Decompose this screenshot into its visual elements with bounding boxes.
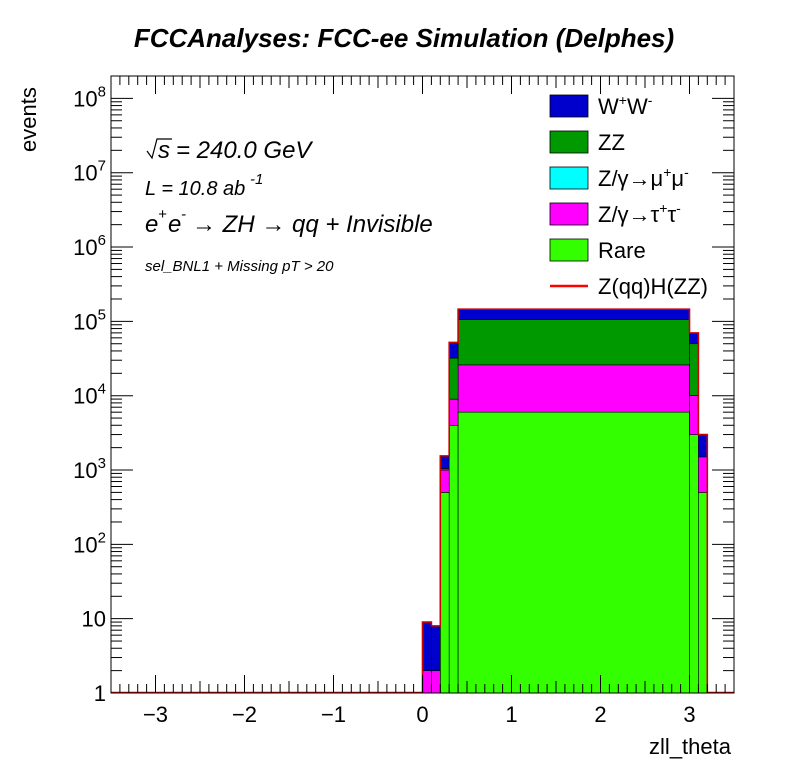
bar-segment-3-3 [448,357,459,400]
legend-color-swatch [549,130,589,154]
y-tick-label: 106 [73,232,106,260]
bar-segment-4-6 [698,434,708,458]
bar-segment-4-1 [431,625,441,671]
histogram-outline [111,308,734,694]
legend-color-swatch [549,238,589,262]
bar-segment-0-6 [698,492,708,694]
svg-text:-: - [181,206,186,223]
x-tick-label: 1 [505,702,517,727]
legend-item: Z/γ→τ+τ- [549,200,681,227]
bar-segment-4-3 [448,342,459,359]
x-tick-label: 2 [594,702,606,727]
x-tick-label: −2 [232,702,257,727]
sqrt-symbol-icon [146,138,172,160]
legend-item: Z/γ→μ+μ- [549,164,689,191]
luminosity-annotation: L = 10.8 ab -1 [145,171,263,200]
x-tick-label: 3 [683,702,695,727]
y-tick-label: 104 [73,381,106,409]
selection-annotation: sel_BNL1 + Missing pT > 20 [145,258,334,275]
y-tick-label: 105 [73,306,106,334]
y-tick-label: 1 [94,681,106,706]
bar-segment-0-5 [689,434,699,694]
process-annotation: e + e - → ZH → qq + Invisible [145,206,433,238]
luminosity-text: L = 10.8 ab [145,178,245,200]
bar-segment-0-3 [448,424,459,694]
legend-item: W+W- [549,92,653,119]
y-tick-label: 103 [73,455,106,483]
y-axis-label: events [16,87,41,152]
svg-text:e: e [168,211,181,238]
bar-segment-4-4 [457,308,690,320]
y-tick-label: 107 [73,158,106,186]
y-axis-ticks: 1 10 102 103 104 105 106 107 108 [73,75,734,706]
bar-segment-0-4 [457,411,690,694]
legend-label: Z/γ→τ+τ- [598,200,681,227]
x-axis-ticks: −3 −2 −1 0 1 2 3 [110,76,735,727]
bar-segment-3-4 [457,319,690,366]
y-tick-label: 108 [73,83,106,111]
bar-segment-1-6 [698,456,708,493]
bar-segment-3-5 [689,343,699,396]
legend-label: Rare [598,238,646,263]
legend-item: Rare [549,238,646,263]
x-axis-label: zll_theta [649,734,732,759]
y-tick-label: 102 [73,529,106,557]
svg-text:+: + [158,206,167,223]
luminosity-exponent: -1 [250,171,263,188]
histogram-bars [422,308,708,694]
x-tick-label: −1 [321,702,346,727]
bar-segment-1-5 [689,395,699,435]
legend-item: ZZ [549,130,625,155]
legend-label: W+W- [598,92,653,119]
y-tick-label: 10 [82,607,106,632]
legend-label: Z/γ→μ+μ- [598,164,689,191]
svg-text:s: s [158,137,170,164]
bar-segment-1-3 [448,398,459,426]
legend-color-swatch [549,94,589,118]
bar-segment-1-4 [457,364,690,413]
sqrt-s-value: = 240.0 GeV [176,137,313,164]
bar-segment-1-1 [431,670,441,694]
svg-text:e: e [145,211,158,238]
bar-segment-1-2 [439,469,450,493]
bar-segment-4-0 [422,621,432,671]
legend-item: Z(qq)H(ZZ) [550,274,708,299]
bar-segment-1-0 [422,670,432,694]
legend-color-swatch [549,166,589,190]
sqrt-s-annotation: s = 240.0 GeV [146,137,313,164]
chart-title: FCCAnalyses: FCC-ee Simulation (Delphes) [134,23,674,53]
legend-label: Z(qq)H(ZZ) [598,274,708,299]
x-tick-label: 0 [416,702,428,727]
legend-color-swatch [549,202,589,226]
bar-segment-4-2 [439,455,450,469]
bar-segment-4-5 [689,332,699,345]
legend-label: ZZ [598,130,625,155]
bar-segment-0-2 [439,492,450,694]
x-tick-label: −3 [143,702,168,727]
total-outline-line [111,308,734,694]
legend: W+W- ZZ Z/γ→μ+μ- Z/γ→τ+τ- Rare Z(qq)H(ZZ) [549,92,708,299]
process-text: → ZH → qq + Invisible [192,211,433,238]
